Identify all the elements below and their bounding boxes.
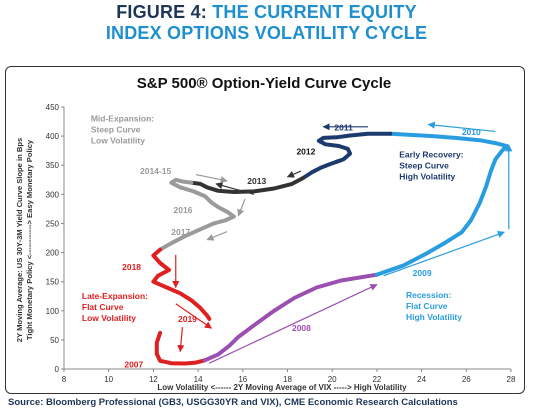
annotations: 2007 2008 2009 2010 2011 2012 2013 2014-15 2016 2… <box>82 114 481 370</box>
y-tick-label: 350 <box>46 161 60 170</box>
series-line-2008a <box>202 272 379 363</box>
year-label-2008: 2008 <box>292 323 311 333</box>
series-line-2010 <box>388 131 509 148</box>
y-tick-label: 250 <box>46 219 60 228</box>
series-line-2014-15 <box>169 177 214 205</box>
arrow-2014-15 <box>195 173 228 184</box>
x-tick-label: 12 <box>149 375 158 384</box>
y-tick-label: 450 <box>46 103 60 112</box>
phase-label-line: Early Recovery: <box>399 150 463 160</box>
year-label-2018: 2018 <box>122 262 141 272</box>
phase-label-line: Steep Curve <box>399 161 449 171</box>
arrow-2012 <box>286 170 302 178</box>
x-tick-label: 24 <box>417 375 426 384</box>
y-tick-label: 100 <box>46 307 60 316</box>
year-label-2009: 2009 <box>413 268 432 278</box>
phase-label: Mid-Expansion: Steep Curve Low Volatility <box>91 114 154 146</box>
phase-label-line: High Volatility <box>406 312 462 322</box>
figure-heading-line1: FIGURE 4: THE CURRENT EQUITY <box>0 2 533 23</box>
phase-label-line: Flat Curve <box>82 302 124 312</box>
phase-label-line: Low Volatility <box>91 136 145 146</box>
arrow-2016 <box>237 198 246 217</box>
x-tick-label: 10 <box>104 375 113 384</box>
phase-label-line: High Volatility <box>399 172 455 182</box>
x-tick-label: 22 <box>372 375 381 384</box>
x-tick-label: 18 <box>283 375 292 384</box>
chart-panel: S&P 500® Option-Yield Curve Cycle 8 10 12 1… <box>5 66 525 394</box>
y-tick-label: 200 <box>46 249 60 258</box>
y-tick-label: 400 <box>46 132 60 141</box>
y-axis-label-line1: 2Y Moving Average: US 30Y-3M Yield Curve… <box>15 138 24 342</box>
year-label-2007: 2007 <box>124 359 143 369</box>
figure-title-line1: THE CURRENT EQUITY <box>212 2 417 22</box>
series-line-2016 <box>209 200 236 226</box>
series-line-2009 <box>374 144 509 277</box>
arrow-2017 <box>206 231 228 241</box>
phase-label: Recession: Flat Curve High Volatility <box>406 290 462 322</box>
y-tick-label: 300 <box>46 190 60 199</box>
arrow-2009 <box>383 230 505 277</box>
phase-label-line: Steep Curve <box>91 125 141 135</box>
chart-title: S&P 500® Option-Yield Curve Cycle <box>137 75 391 92</box>
phase-label: Early Recovery: Steep Curve High Volatilit… <box>399 150 463 182</box>
phase-label-line: Flat Curve <box>406 301 448 311</box>
arrows <box>172 121 513 364</box>
year-label-2011: 2011 <box>334 122 353 132</box>
phase-label-line: Recession: <box>406 290 452 300</box>
series-line-2007 <box>154 330 207 366</box>
y-axis-label-line2: Tight Monetary Policy <------------> Eas… <box>25 139 34 340</box>
series-lines <box>151 131 509 366</box>
arrow-2008 <box>209 284 378 364</box>
figure-heading: FIGURE 4: THE CURRENT EQUITY INDEX OPTIO… <box>0 2 533 44</box>
year-label-2010: 2010 <box>462 127 481 137</box>
figure-label: FIGURE 4: <box>116 2 207 22</box>
year-label-2013: 2013 <box>247 176 266 186</box>
x-axis-label: Low Volatility <------ 2Y Moving Average… <box>157 383 407 392</box>
series-line-2017 <box>158 221 216 252</box>
phase-label-line: Mid-Expansion: <box>91 114 154 124</box>
phase-label: Late-Expansion: Flat Curve Low Volatility <box>82 291 148 323</box>
x-tick-label: 20 <box>328 375 337 384</box>
phase-label-line: Low Volatility <box>82 313 136 323</box>
option-yield-curve-chart: S&P 500® Option-Yield Curve Cycle 8 10 12 1… <box>15 75 516 392</box>
series-line-2018 <box>151 247 212 321</box>
year-label-2016: 2016 <box>174 205 193 215</box>
x-tick-label: 14 <box>194 375 203 384</box>
series-line-2013 <box>189 176 306 194</box>
arrow-2019 <box>175 303 213 329</box>
year-label-2014-15: 2014-15 <box>140 166 171 176</box>
year-label-2017: 2017 <box>171 227 190 237</box>
year-label-2012: 2012 <box>296 147 315 157</box>
arrow-2007 <box>177 327 185 353</box>
phase-label-line: Late-Expansion: <box>82 291 148 301</box>
figure-title-line2: INDEX OPTIONS VOLATILITY CYCLE <box>105 23 428 43</box>
x-tick-label: 26 <box>462 375 471 384</box>
arrow-2010b <box>427 121 496 133</box>
series-line-2012 <box>301 159 339 180</box>
x-tick-label: 8 <box>62 375 67 384</box>
series-line-2011 <box>316 131 393 164</box>
source-note: Source: Bloomberg Professional (GB3, USG… <box>8 397 458 408</box>
y-tick-label: 50 <box>50 336 59 345</box>
x-tick-label: 16 <box>238 375 247 384</box>
y-tick-label: 150 <box>46 278 60 287</box>
y-tick-label: 0 <box>55 365 60 374</box>
axes: 8 10 12 14 16 18 20 22 24 26 28 0 50 100 150 200 250 300 3… <box>46 103 516 384</box>
x-tick-label: 28 <box>507 375 516 384</box>
year-label-2019: 2019 <box>178 314 197 324</box>
